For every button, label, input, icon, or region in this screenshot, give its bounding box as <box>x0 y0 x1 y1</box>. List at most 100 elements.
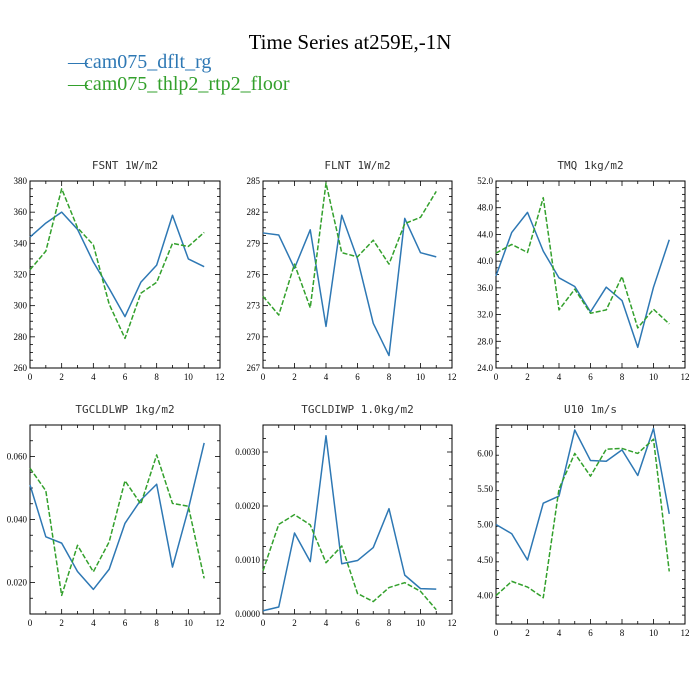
panel-title: FSNT 1W/m2 <box>92 159 158 172</box>
y-tick-label: 32.0 <box>477 310 493 320</box>
legend-item-2: —cam075_thlp2_rtp2_floor <box>68 73 290 95</box>
x-tick-label: 12 <box>681 372 690 382</box>
x-tick-label: 6 <box>588 628 593 638</box>
series-line-2 <box>262 513 437 611</box>
plot-frame <box>29 424 221 615</box>
y-tick-label: 40.0 <box>477 256 493 266</box>
x-tick-label: 12 <box>448 618 457 628</box>
series-line-2 <box>262 182 437 316</box>
x-tick-label: 12 <box>216 372 225 382</box>
x-tick-label: 0 <box>28 618 33 628</box>
plot-frame <box>495 424 686 625</box>
series-line-2 <box>495 196 670 329</box>
panel-title: TGCLDLWP 1kg/m2 <box>75 403 174 416</box>
y-tick-label: 5.50 <box>477 484 493 494</box>
x-tick-label: 2 <box>59 372 64 382</box>
y-tick-label: 0.0030 <box>235 447 260 457</box>
x-tick-label: 8 <box>154 372 159 382</box>
x-tick-label: 0 <box>494 628 499 638</box>
y-tick-label: 4.00 <box>477 591 493 601</box>
legend-line-solid-icon: — <box>68 51 88 73</box>
y-tick-label: 273 <box>247 301 261 311</box>
x-tick-label: 8 <box>387 372 392 382</box>
x-tick-label: 6 <box>355 618 360 628</box>
panel-fsnt: FSNT 1W/m2 0 2 4 6 8 10 12 260 280 300 320 340 360 380 <box>14 159 225 382</box>
x-tick-label: 4 <box>557 372 562 382</box>
y-tick-label: 6.00 <box>477 448 493 458</box>
panel-tgcldlwp: TGCLDLWP 1kg/m2 0 2 4 6 8 10 12 0.020 0.040 0.060 <box>7 403 225 628</box>
y-tick-label: 0.060 <box>7 452 28 462</box>
y-tick-label: 282 <box>247 207 261 217</box>
series-line-2 <box>29 188 205 340</box>
series-line-1 <box>29 211 205 318</box>
series-line-2 <box>29 454 205 597</box>
x-tick-label: 8 <box>154 618 159 628</box>
y-tick-label: 340 <box>14 238 28 248</box>
x-tick-label: 2 <box>525 628 530 638</box>
y-tick-label: 52.0 <box>477 176 493 186</box>
x-tick-label: 0 <box>28 372 33 382</box>
y-tick-label: 36.0 <box>477 283 493 293</box>
plot-frame <box>495 180 686 369</box>
y-tick-label: 270 <box>247 332 261 342</box>
x-tick-label: 10 <box>416 618 426 628</box>
y-tick-label: 0.040 <box>7 515 28 525</box>
panel-tgcldiwp: TGCLDIWP 1.0kg/m2 0 2 4 6 8 10 12 0.0000 0.0010 0.… <box>235 403 456 628</box>
y-tick-label: 279 <box>247 238 261 248</box>
x-tick-label: 10 <box>649 372 659 382</box>
x-tick-label: 0 <box>261 372 266 382</box>
series-line-1 <box>495 211 670 349</box>
legend-label-2: cam075_thlp2_rtp2_floor <box>84 73 290 95</box>
plot-frame <box>262 424 453 615</box>
x-tick-label: 4 <box>324 618 329 628</box>
x-tick-label: 6 <box>355 372 360 382</box>
y-tick-label: 24.0 <box>477 363 493 373</box>
x-tick-label: 10 <box>649 628 659 638</box>
panel-title: TGCLDIWP 1.0kg/m2 <box>301 403 414 416</box>
y-tick-label: 0.0010 <box>235 555 260 565</box>
panel-u10: U10 1m/s 0 2 4 6 8 10 12 4.00 4.50 5.00 5.50 6.00 <box>477 403 689 638</box>
x-tick-label: 4 <box>91 372 96 382</box>
figure-title: Time Series at259E,-1N <box>248 30 452 54</box>
y-tick-label: 360 <box>14 207 28 217</box>
x-tick-label: 2 <box>292 618 297 628</box>
series-line-1 <box>29 442 205 591</box>
x-tick-label: 6 <box>123 618 128 628</box>
x-tick-label: 2 <box>59 618 64 628</box>
legend-line-dashed-icon: — <box>68 73 88 95</box>
x-tick-label: 12 <box>448 372 457 382</box>
series-line-2 <box>495 438 670 599</box>
y-tick-label: 320 <box>14 270 28 280</box>
y-tick-label: 44.0 <box>477 229 493 239</box>
x-tick-label: 10 <box>184 372 194 382</box>
y-tick-label: 0.0000 <box>235 609 260 619</box>
x-tick-label: 12 <box>216 618 225 628</box>
y-tick-label: 0.0020 <box>235 501 260 511</box>
y-tick-label: 280 <box>14 332 28 342</box>
x-tick-label: 2 <box>525 372 530 382</box>
x-tick-label: 8 <box>620 628 625 638</box>
y-tick-label: 276 <box>247 270 261 280</box>
x-tick-label: 0 <box>261 618 266 628</box>
panel-flnt: FLNT 1W/m2 0 2 4 6 8 10 12 267 270 273 276 279 282 285 <box>247 159 457 382</box>
y-tick-label: 5.00 <box>477 520 493 530</box>
x-tick-label: 4 <box>324 372 329 382</box>
x-tick-label: 10 <box>184 618 194 628</box>
x-tick-label: 6 <box>123 372 128 382</box>
x-tick-label: 6 <box>588 372 593 382</box>
y-tick-label: 300 <box>14 301 28 311</box>
panel-title: TMQ 1kg/m2 <box>557 159 623 172</box>
plot-frame <box>29 180 221 369</box>
x-tick-label: 8 <box>387 618 392 628</box>
x-tick-label: 2 <box>292 372 297 382</box>
x-tick-label: 0 <box>494 372 499 382</box>
y-tick-label: 28.0 <box>477 336 493 346</box>
x-tick-label: 4 <box>91 618 96 628</box>
y-tick-label: 4.50 <box>477 555 493 565</box>
x-tick-label: 10 <box>416 372 426 382</box>
series-line-1 <box>495 427 670 561</box>
panel-title: U10 1m/s <box>564 403 617 416</box>
legend: —cam075_dflt_rg —cam075_thlp2_rtp2_floor <box>68 51 290 95</box>
legend-label-1: cam075_dflt_rg <box>84 51 212 73</box>
